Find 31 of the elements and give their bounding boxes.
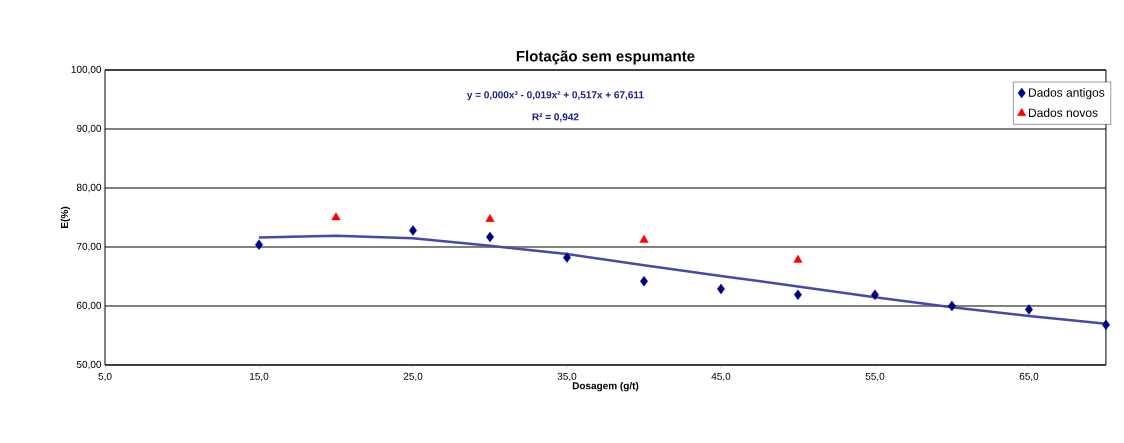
x-tick-label: 5,0 (98, 372, 112, 382)
point (639, 234, 649, 243)
point (485, 214, 495, 222)
y-tick-label: 100,00 (71, 65, 102, 75)
chart-title: Flotação sem espumante (516, 50, 695, 65)
x-tick-label: 35,0 (557, 372, 577, 382)
point (1025, 304, 1033, 315)
point (563, 252, 571, 263)
point (871, 289, 879, 300)
point (255, 239, 263, 250)
x-tick-label: 55,0 (865, 372, 885, 382)
x-tick-label: 65,0 (1019, 372, 1039, 382)
point (640, 276, 648, 287)
y-tick-label: 60,00 (76, 301, 102, 311)
y-axis-title: E(%) (60, 206, 71, 228)
x-axis-title: Dosagem (g/t) (572, 381, 639, 392)
point (331, 212, 341, 221)
legend-label: Dados novos (1029, 108, 1098, 117)
x-tick-label: 45,0 (711, 372, 731, 382)
annotation: y = 0,000x³ - 0,019x² + 0,517x + 67,611 (466, 91, 644, 101)
annotation: R² = 0,942 (532, 113, 579, 122)
y-tick-label: 90,00 (76, 124, 102, 134)
point (794, 289, 802, 300)
point (409, 225, 417, 236)
y-tick-label: 70,00 (76, 242, 102, 252)
y-tick-label: 80,00 (76, 183, 102, 193)
y-tick-label: 50,00 (76, 360, 102, 370)
legend-label: Dados antigos (1029, 88, 1105, 100)
x-tick-label: 15,0 (250, 372, 269, 382)
x-tick-label: 25,0 (403, 372, 423, 382)
point (793, 254, 803, 263)
